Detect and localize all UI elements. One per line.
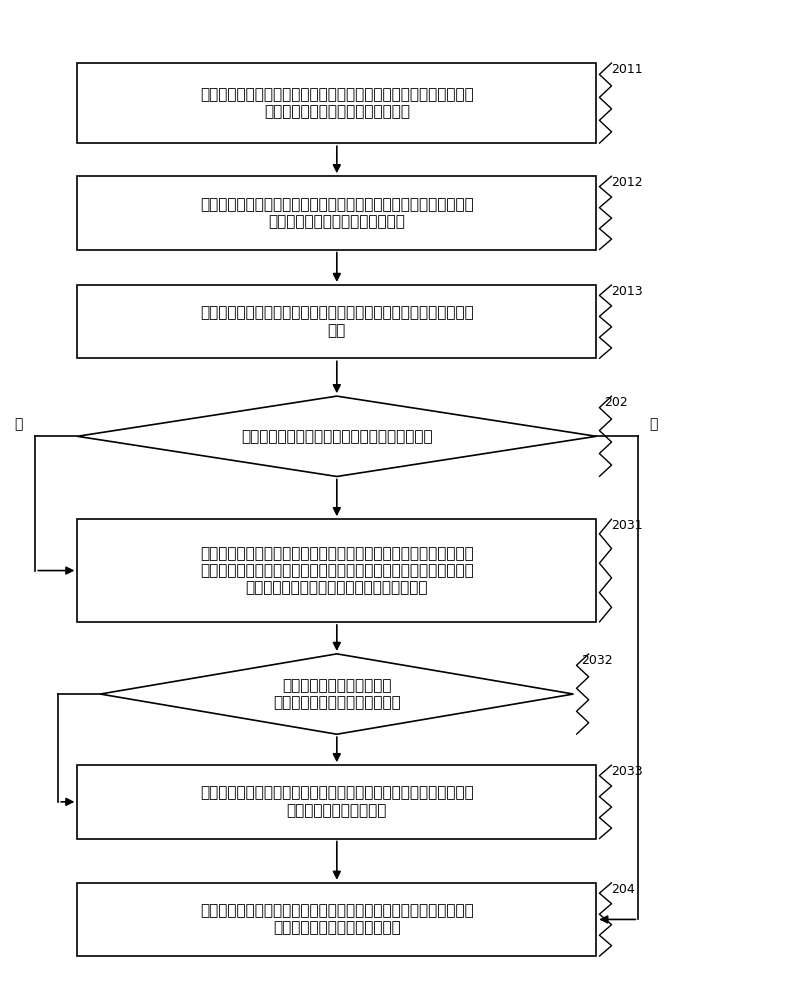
FancyBboxPatch shape xyxy=(77,883,595,956)
Text: 判断红灯车道的等效人流量
是否大于绿灯车道的等效人流量: 判断红灯车道的等效人流量 是否大于绿灯车道的等效人流量 xyxy=(272,678,400,710)
FancyBboxPatch shape xyxy=(77,765,595,839)
Text: 若结果为是，获取当前绿灯车道的在上一红灯时长内的第二车流量信
息根据预设的不同类型车辆的权重信息、第一车流量信息和第二车流
量信息获取红灯车道和绿灯车道的等效人: 若结果为是，获取当前绿灯车道的在上一红灯时长内的第二车流量信 息根据预设的不同类… xyxy=(200,546,473,595)
FancyBboxPatch shape xyxy=(77,176,595,250)
Polygon shape xyxy=(77,396,595,476)
Text: 若结果为是，且红灯车道的等效人流量与绿灯车道的等效人流量之差
大于或等于第一预设阈值: 若结果为是，且红灯车道的等效人流量与绿灯车道的等效人流量之差 大于或等于第一预设… xyxy=(200,786,473,818)
Polygon shape xyxy=(100,654,573,734)
Text: 2031: 2031 xyxy=(611,519,642,532)
Text: 2013: 2013 xyxy=(611,285,642,298)
Text: 是: 是 xyxy=(15,417,23,431)
Text: 控制第一子绿灯时间和第二子绿灯时间中数值大的一个作为第一绿灯
时间: 控制第一子绿灯时间和第二子绿灯时间中数值大的一个作为第一绿灯 时间 xyxy=(200,305,473,338)
Text: 获取红灯车道中的第一子车道和第二子车道的车流量信息，其中，第
二子车道与第一子车道行驶方向相反: 获取红灯车道中的第一子车道和第二子车道的车流量信息，其中，第 二子车道与第一子车… xyxy=(200,87,473,119)
Text: 判断第一绿灯时间是否大于预设的固定绿灯时间: 判断第一绿灯时间是否大于预设的固定绿灯时间 xyxy=(241,429,432,444)
FancyBboxPatch shape xyxy=(77,63,595,143)
Text: 2033: 2033 xyxy=(611,765,642,778)
Text: 控制第一绿灯时间作为红灯车道下一周期显示绿灯时的绿灯时间，控
制绿灯车道当前的绿灯时间不变: 控制第一绿灯时间作为红灯车道下一周期显示绿灯时的绿灯时间，控 制绿灯车道当前的绿… xyxy=(200,903,473,936)
Text: 2032: 2032 xyxy=(581,654,612,667)
Text: 202: 202 xyxy=(603,396,627,409)
Text: 根据第一子车道的车流量信息获取第一子绿灯时间，根据第二子车道
的车流量信息获取第二子绿灯时间: 根据第一子车道的车流量信息获取第一子绿灯时间，根据第二子车道 的车流量信息获取第… xyxy=(200,197,473,229)
Text: 否: 否 xyxy=(649,417,658,431)
Text: 2011: 2011 xyxy=(611,63,642,76)
FancyBboxPatch shape xyxy=(77,519,595,622)
Text: 204: 204 xyxy=(611,883,634,896)
Text: 2012: 2012 xyxy=(611,176,642,189)
FancyBboxPatch shape xyxy=(77,285,595,358)
